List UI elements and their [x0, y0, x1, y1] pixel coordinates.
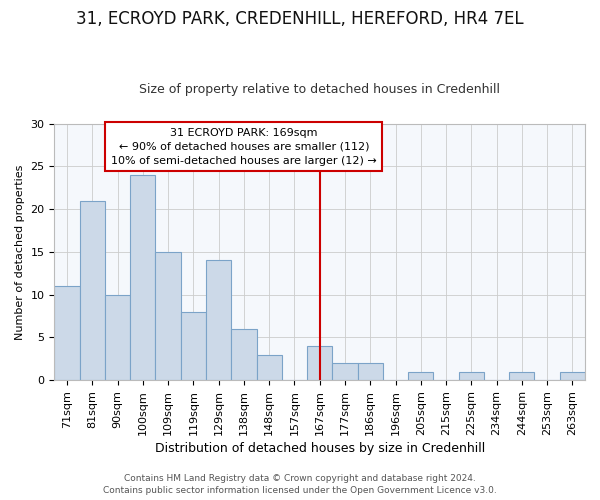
Bar [105, 294, 130, 380]
Bar [358, 363, 383, 380]
Text: Contains HM Land Registry data © Crown copyright and database right 2024.
Contai: Contains HM Land Registry data © Crown c… [103, 474, 497, 495]
Bar [408, 372, 433, 380]
X-axis label: Distribution of detached houses by size in Credenhill: Distribution of detached houses by size … [155, 442, 485, 455]
Text: 31, ECROYD PARK, CREDENHILL, HEREFORD, HR4 7EL: 31, ECROYD PARK, CREDENHILL, HEREFORD, H… [76, 10, 524, 28]
Text: 31 ECROYD PARK: 169sqm
← 90% of detached houses are smaller (112)
10% of semi-de: 31 ECROYD PARK: 169sqm ← 90% of detached… [111, 128, 377, 166]
Bar [332, 363, 358, 380]
Bar [307, 346, 332, 380]
Bar [458, 372, 484, 380]
Bar [206, 260, 231, 380]
Bar [55, 286, 80, 380]
Bar [560, 372, 585, 380]
Y-axis label: Number of detached properties: Number of detached properties [15, 164, 25, 340]
Title: Size of property relative to detached houses in Credenhill: Size of property relative to detached ho… [139, 83, 500, 96]
Bar [231, 329, 257, 380]
Bar [181, 312, 206, 380]
Bar [509, 372, 535, 380]
Bar [80, 200, 105, 380]
Bar [257, 354, 282, 380]
Bar [155, 252, 181, 380]
Bar [130, 175, 155, 380]
